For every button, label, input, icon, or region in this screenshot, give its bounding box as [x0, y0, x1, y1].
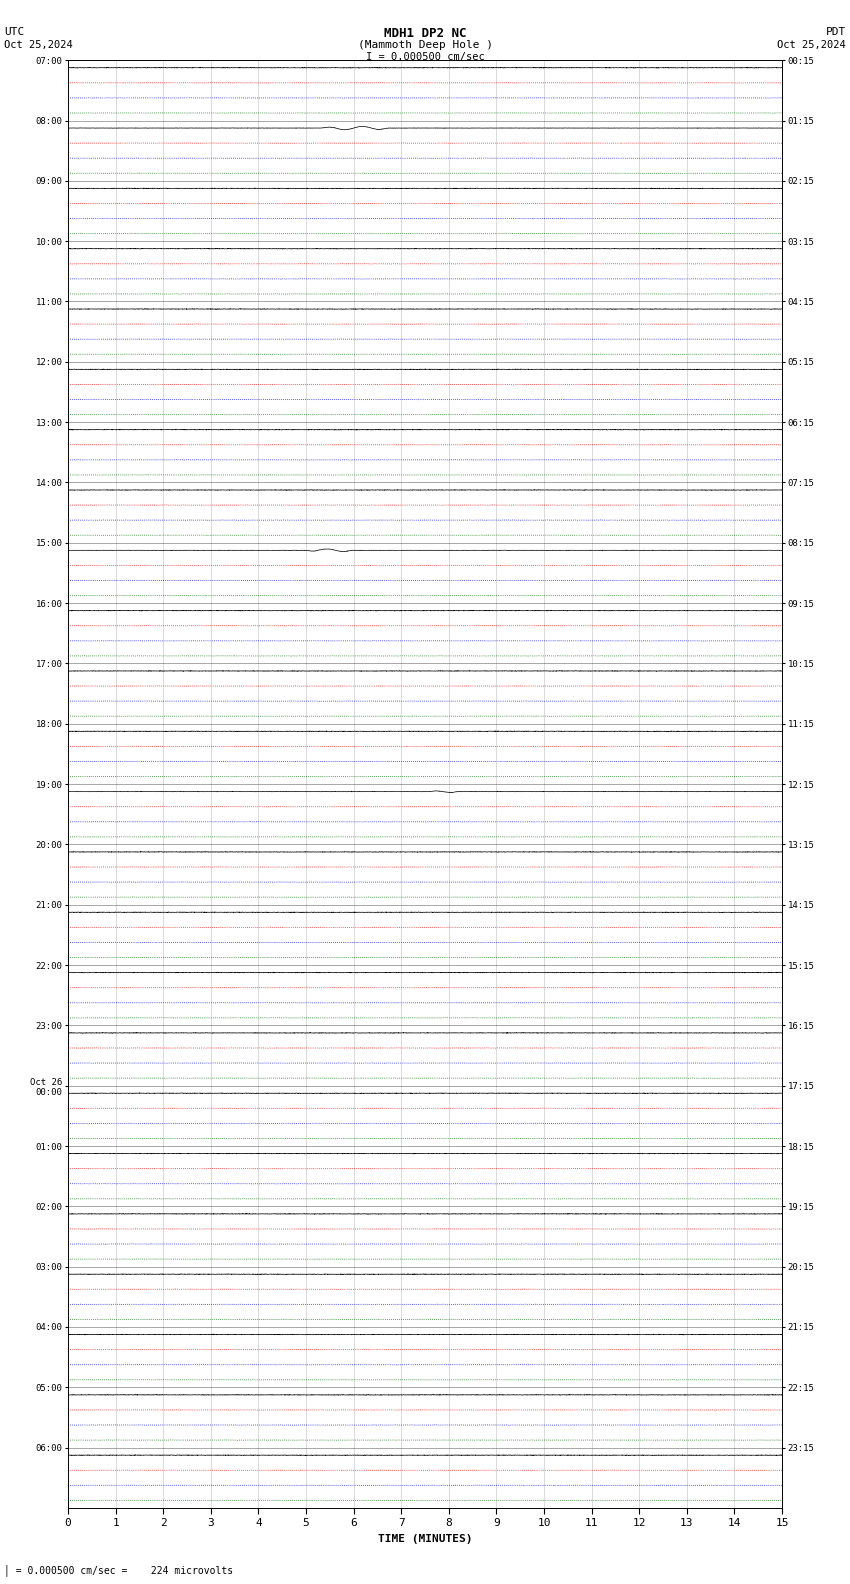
- Text: I = 0.000500 cm/sec: I = 0.000500 cm/sec: [366, 52, 484, 62]
- Text: UTC: UTC: [4, 27, 25, 36]
- Text: MDH1 DP2 NC: MDH1 DP2 NC: [383, 27, 467, 40]
- X-axis label: TIME (MINUTES): TIME (MINUTES): [377, 1533, 473, 1544]
- Text: │ = 0.000500 cm/sec =    224 microvolts: │ = 0.000500 cm/sec = 224 microvolts: [4, 1565, 234, 1576]
- Text: PDT: PDT: [825, 27, 846, 36]
- Text: Oct 25,2024: Oct 25,2024: [777, 40, 846, 49]
- Text: Oct 25,2024: Oct 25,2024: [4, 40, 73, 49]
- Text: (Mammoth Deep Hole ): (Mammoth Deep Hole ): [358, 40, 492, 49]
